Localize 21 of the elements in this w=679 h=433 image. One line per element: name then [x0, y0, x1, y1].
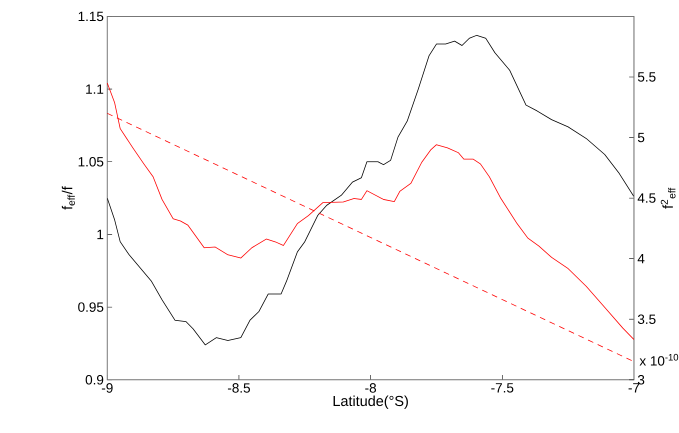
- y2-tick-label: 3.5: [638, 314, 656, 324]
- x-tick-label: -9: [102, 383, 113, 393]
- y2-tick-label: 3: [638, 375, 644, 385]
- y-tick-label: 1.05: [78, 157, 104, 167]
- x-tick-label: -8.5: [228, 383, 250, 393]
- y2-tick-label: 4.5: [638, 193, 656, 203]
- x-axis-title: Latitude(°S): [334, 396, 408, 409]
- y-axis-title: f$_{eff}$/f: [62, 186, 75, 210]
- text: x 10$^{-10}$: [640, 354, 678, 366]
- y-tick-label: 0.9: [86, 375, 104, 385]
- y-tick-label: 0.95: [78, 302, 104, 312]
- x-tick-label: -7: [628, 383, 640, 392]
- y-tick-label: 1.15: [78, 12, 104, 22]
- x-tick-label: -7.5: [491, 383, 514, 393]
- y2-axis-title: f$^{2}$eff: [660, 188, 676, 209]
- y-tick-label: 1: [97, 230, 104, 240]
- y2-tick-label: 5.5: [638, 72, 656, 82]
- y-tick-label: 1.1: [86, 84, 104, 94]
- x-tick-label: -8: [365, 383, 376, 393]
- y2-tick-label: 5: [638, 132, 644, 142]
- y2-tick-label: 4: [638, 254, 644, 264]
